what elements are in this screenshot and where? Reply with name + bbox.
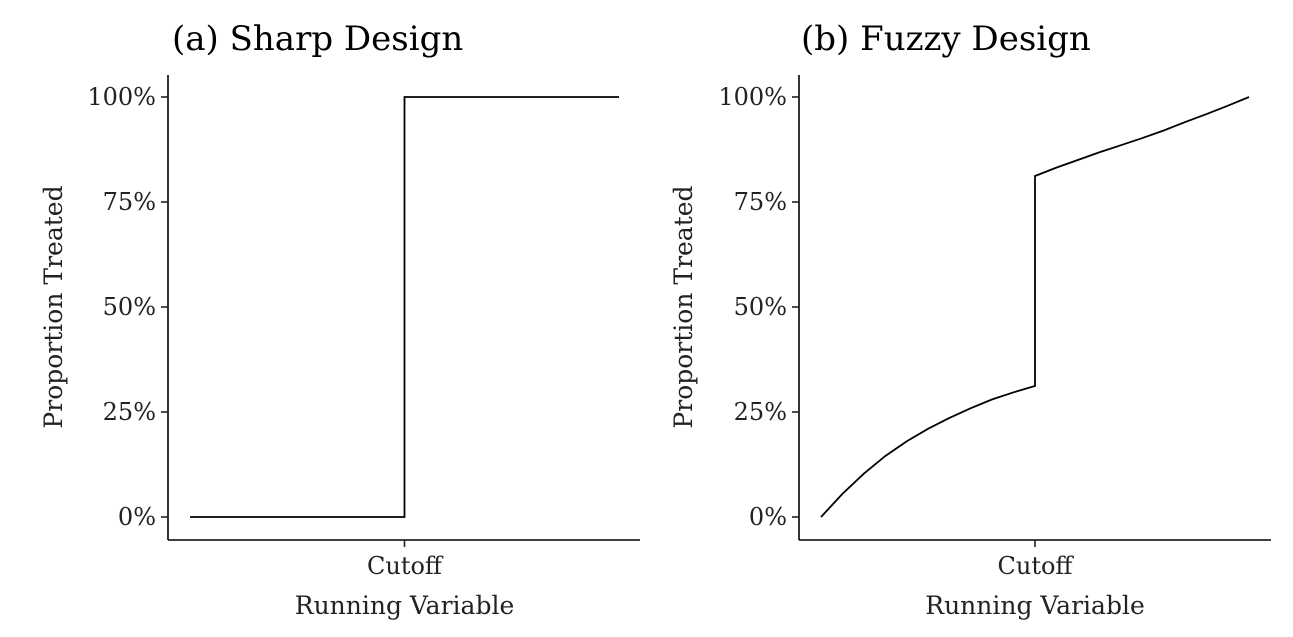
y-tick-label: 25% [734,398,787,426]
chart-title: (a) Sharp Design [172,19,463,59]
x-axis-title: Running Variable [295,591,514,620]
y-tick-label: 50% [103,293,156,321]
y-tick-label: 0% [749,503,787,531]
series-line-0 [190,96,619,518]
chart-title: (b) Fuzzy Design [801,19,1091,59]
y-axis-title: Proportion Treated [39,185,68,428]
y-axis-title: Proportion Treated [669,185,698,428]
x-axis-title: Running Variable [925,591,1144,620]
chart-panel-a: (a) Sharp Design 0% 25% 50% 75% 100% Cutoff Run… [39,19,640,620]
y-tick-label: 75% [734,188,787,216]
x-tick-label: Cutoff [998,552,1075,580]
chart-panel-b: (b) Fuzzy Design 0% 25% 50% 75% 100% Cutoff Run… [669,19,1271,620]
y-tick-label: 0% [118,503,156,531]
series-line-0 [820,96,1250,518]
y-tick-label: 50% [734,293,787,321]
y-tick-label: 25% [103,398,156,426]
y-tick-label: 100% [87,83,156,111]
y-tick-label: 75% [103,188,156,216]
x-tick-label: Cutoff [367,552,444,580]
y-tick-label: 100% [718,83,787,111]
